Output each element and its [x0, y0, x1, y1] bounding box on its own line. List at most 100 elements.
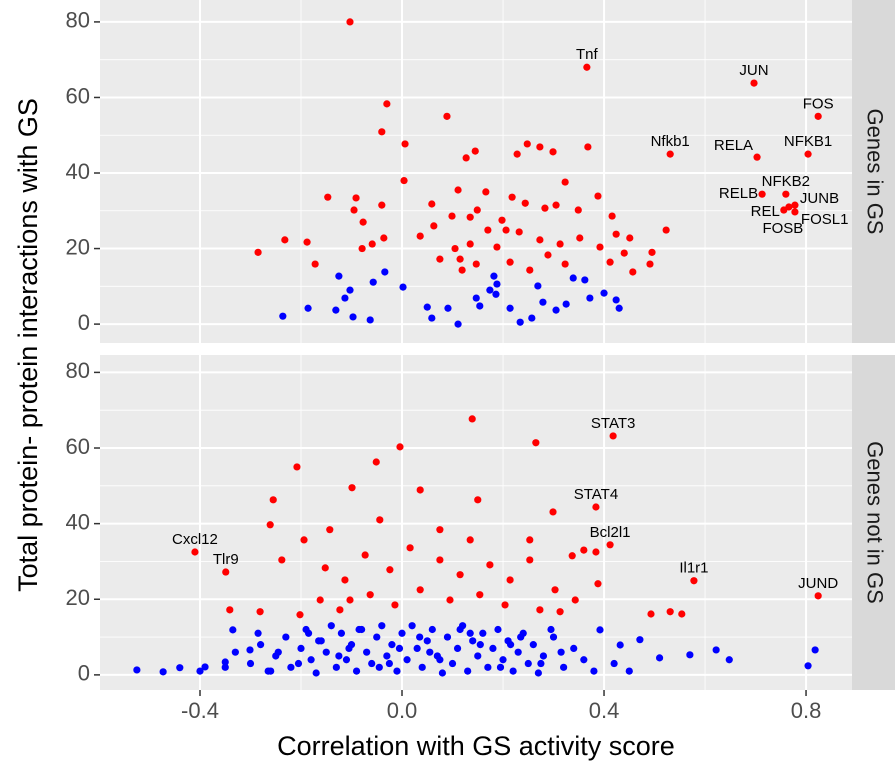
point	[466, 240, 474, 248]
point	[388, 641, 396, 649]
point	[386, 566, 394, 574]
point	[436, 255, 444, 263]
point	[590, 667, 598, 675]
y-tick-label: 40	[66, 159, 90, 184]
panel-background	[100, 355, 852, 690]
point	[395, 644, 404, 653]
point	[528, 314, 536, 322]
point	[690, 577, 698, 585]
point	[782, 190, 790, 198]
point	[426, 648, 434, 656]
point	[454, 186, 462, 194]
point	[451, 244, 459, 253]
point	[574, 206, 582, 214]
point	[571, 596, 579, 604]
point	[583, 63, 591, 71]
point	[254, 629, 262, 637]
y-tick-label: 40	[66, 509, 90, 534]
point	[616, 641, 624, 649]
point	[221, 663, 229, 671]
point	[278, 556, 286, 564]
point	[342, 656, 351, 664]
point	[269, 496, 277, 504]
point	[462, 154, 470, 162]
point	[358, 244, 366, 253]
strip-label: Genes not in GS	[863, 441, 888, 604]
point	[612, 230, 620, 238]
point	[474, 496, 482, 504]
point	[300, 536, 308, 544]
point	[366, 591, 374, 599]
point	[592, 503, 600, 511]
point	[494, 625, 502, 634]
point	[526, 536, 534, 544]
point	[472, 260, 480, 268]
point	[368, 659, 376, 668]
point	[609, 432, 617, 440]
point	[438, 669, 447, 677]
point	[536, 236, 544, 244]
point	[536, 606, 544, 614]
strip-background	[852, 0, 895, 343]
point	[443, 633, 452, 641]
y-tick-label: 20	[66, 585, 90, 610]
point	[551, 586, 559, 594]
point	[279, 312, 287, 320]
point	[315, 637, 323, 645]
point	[316, 596, 324, 604]
point	[254, 248, 262, 256]
point	[804, 150, 812, 158]
point	[430, 222, 438, 230]
point	[517, 633, 525, 641]
point	[476, 302, 484, 310]
point	[398, 629, 406, 637]
point	[296, 611, 304, 619]
point	[418, 663, 426, 671]
point-label: JUN	[739, 62, 768, 79]
point	[341, 576, 349, 584]
point	[785, 203, 793, 211]
point	[804, 662, 812, 670]
point	[335, 652, 343, 660]
point	[549, 633, 558, 641]
point	[473, 206, 481, 214]
point	[231, 648, 239, 656]
point	[549, 508, 557, 516]
point-label: STAT4	[574, 486, 618, 503]
point	[366, 316, 374, 324]
point	[486, 561, 494, 569]
point	[456, 571, 464, 579]
point	[561, 178, 569, 186]
point-label: RELA	[714, 137, 753, 154]
point	[375, 663, 383, 671]
point	[648, 248, 656, 256]
point	[568, 552, 576, 560]
point	[646, 260, 654, 268]
strip-label: Genes in GS	[863, 109, 888, 235]
point-label: JUNB	[800, 190, 839, 207]
point	[297, 644, 305, 653]
point	[513, 150, 521, 158]
point-label: Cxcl12	[172, 531, 218, 548]
point	[526, 556, 534, 564]
point-label: REL	[751, 203, 780, 220]
point	[606, 258, 614, 266]
panel-background	[100, 0, 852, 343]
point-label: FOSL1	[801, 211, 849, 228]
point	[556, 608, 564, 616]
point	[537, 659, 545, 668]
point	[448, 659, 457, 668]
point-label: Tnf	[576, 46, 599, 63]
point	[814, 592, 822, 600]
point-label: NFKB2	[762, 173, 810, 190]
point	[372, 458, 380, 466]
point	[453, 644, 462, 653]
point	[413, 644, 421, 653]
point	[536, 143, 544, 151]
point	[534, 282, 542, 290]
point	[552, 201, 560, 209]
point	[476, 591, 484, 599]
point	[791, 208, 799, 216]
point	[626, 234, 634, 242]
